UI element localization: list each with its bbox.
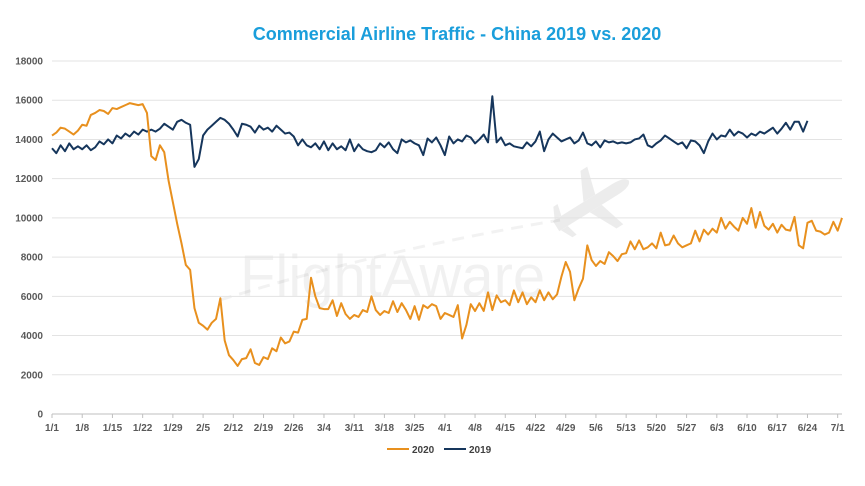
y-tick-label: 12000 <box>15 174 43 185</box>
legend: 2020 2019 <box>387 445 492 456</box>
x-tick-label: 1/22 <box>133 423 153 434</box>
series-line-2019 <box>51 95 809 168</box>
x-tick-label: 4/29 <box>556 423 576 434</box>
x-tick-label: 3/18 <box>375 423 395 434</box>
x-tick-label: 5/6 <box>589 423 603 434</box>
x-tick-label: 4/1 <box>438 423 452 434</box>
x-tick-label: 4/8 <box>468 423 482 434</box>
x-tick-label: 1/8 <box>75 423 89 434</box>
x-tick-label: 6/17 <box>768 423 788 434</box>
x-tick-label: 3/11 <box>345 423 364 434</box>
x-tick-label: 6/10 <box>737 423 757 434</box>
y-tick-label: 2000 <box>21 370 44 381</box>
x-tick-label: 5/27 <box>677 423 697 434</box>
series-lines <box>51 95 843 367</box>
x-axis-tick-labels: 1/1 1/8 1/15 1/22 1/29 2/5 2/12 2/19 2/26 3/4 3/11… <box>45 414 845 434</box>
x-tick-label: 2/19 <box>254 423 274 434</box>
x-tick-label: 5/13 <box>616 423 636 434</box>
x-tick-label: 4/15 <box>496 423 516 434</box>
legend-label-2019: 2019 <box>469 445 492 456</box>
y-tick-label: 4000 <box>21 331 44 342</box>
x-tick-label: 7/1 <box>831 423 845 434</box>
y-tick-label: 10000 <box>15 213 43 224</box>
watermark-flight-path <box>219 218 561 302</box>
x-tick-label: 1/15 <box>103 423 123 434</box>
series-line-2020 <box>51 102 843 367</box>
x-tick-label: 4/22 <box>526 423 546 434</box>
x-tick-label: 2/12 <box>224 423 244 434</box>
y-axis-tick-labels: 0 2000 4000 6000 8000 10000 12000 14000 16000 180… <box>15 57 43 421</box>
y-tick-label: 14000 <box>15 135 43 146</box>
y-tick-label: 16000 <box>15 96 43 107</box>
y-tick-label: 18000 <box>15 57 43 68</box>
x-tick-label: 3/25 <box>405 423 425 434</box>
watermark: FlightAware <box>219 166 630 309</box>
gridlines <box>52 60 842 415</box>
x-tick-label: 6/3 <box>710 423 724 434</box>
y-tick-label: 0 <box>37 410 43 421</box>
x-tick-label: 5/20 <box>647 423 667 434</box>
x-tick-label: 6/24 <box>798 423 818 434</box>
chart-title: Commercial Airline Traffic - China 2019 … <box>253 24 662 44</box>
y-tick-label: 6000 <box>21 292 44 303</box>
watermark-text: FlightAware <box>240 244 545 309</box>
x-tick-label: 2/26 <box>284 423 304 434</box>
x-tick-label: 1/29 <box>163 423 183 434</box>
x-tick-label: 1/1 <box>45 423 59 434</box>
legend-label-2020: 2020 <box>412 445 435 456</box>
y-tick-label: 8000 <box>21 253 44 264</box>
x-tick-label: 3/4 <box>317 423 331 434</box>
x-tick-label: 2/5 <box>196 423 210 434</box>
